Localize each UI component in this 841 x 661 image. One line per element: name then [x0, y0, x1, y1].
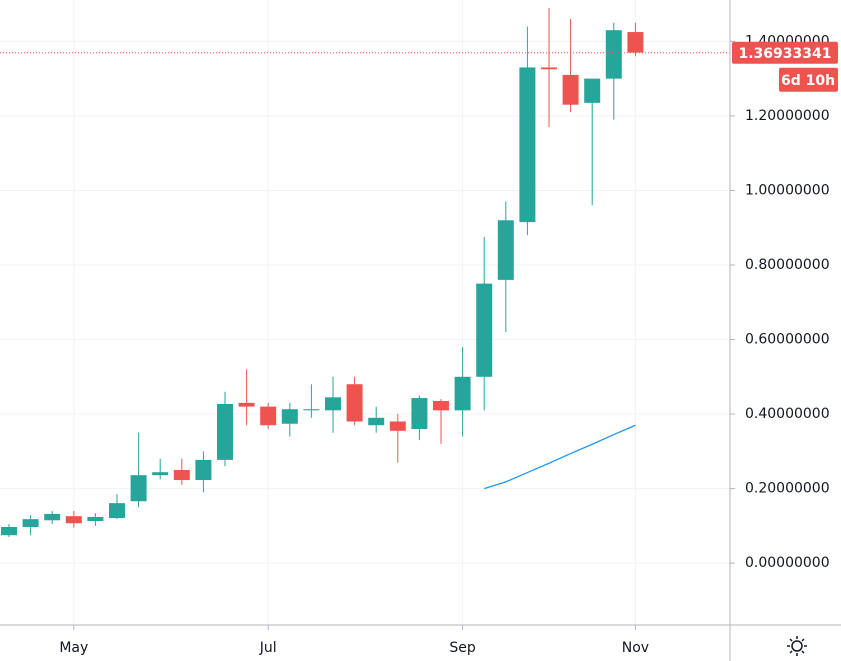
candle-body	[605, 30, 622, 79]
candle-body	[389, 421, 406, 431]
candle-body	[368, 417, 385, 426]
settings-icon[interactable]	[787, 636, 807, 656]
y-tick-label: 0.40000000	[745, 406, 830, 422]
candle-body	[65, 516, 82, 524]
candle-body	[195, 459, 212, 481]
candle-body	[1, 526, 17, 536]
countdown-box	[779, 67, 838, 92]
candle-body	[541, 67, 557, 70]
candle-body	[562, 74, 579, 105]
y-tick-label: 1.00000000	[745, 182, 830, 198]
x-tick-label: Nov	[622, 640, 649, 656]
y-tick-label: 1.20000000	[745, 108, 830, 124]
y-tick-label: 0.80000000	[745, 257, 830, 273]
candle-body	[238, 402, 255, 407]
candle-body	[281, 409, 298, 424]
candle-body	[217, 403, 233, 460]
candle-body	[44, 513, 61, 521]
axes: 0.00000000 0.20000000 0.40000000 0.60000000…	[59, 33, 838, 656]
x-tick-label: Sep	[449, 640, 476, 656]
candle-body	[476, 283, 493, 377]
last-price-box	[732, 41, 838, 64]
candle-body	[22, 519, 39, 527]
candle-body	[173, 469, 190, 481]
y-tick-label: 0.00000000	[745, 555, 830, 571]
countdown-label: 6d 10h	[781, 73, 835, 89]
candle-body	[260, 406, 277, 426]
candle-body	[584, 78, 601, 103]
last-price-label: 1.36933341	[739, 46, 832, 62]
candle-body	[130, 475, 147, 502]
y-tick-label: 0.60000000	[745, 332, 830, 348]
plot	[0, 7, 730, 538]
candle-body	[433, 401, 449, 411]
candle-body	[303, 409, 320, 411]
candle-body	[411, 398, 428, 429]
candle-body	[519, 67, 536, 223]
x-tick-label: May	[59, 640, 88, 656]
ma-line	[484, 424, 636, 490]
candle-body	[627, 32, 644, 53]
candle-body	[325, 397, 341, 411]
candle-body	[87, 516, 104, 522]
candle-body	[497, 220, 514, 280]
candle-body	[346, 384, 363, 422]
candle-body	[109, 503, 125, 519]
x-tick-label: Jul	[259, 640, 277, 656]
candle-body	[454, 376, 471, 411]
candle-body	[152, 472, 169, 476]
y-tick-label: 0.20000000	[745, 481, 830, 497]
grid	[0, 0, 730, 625]
